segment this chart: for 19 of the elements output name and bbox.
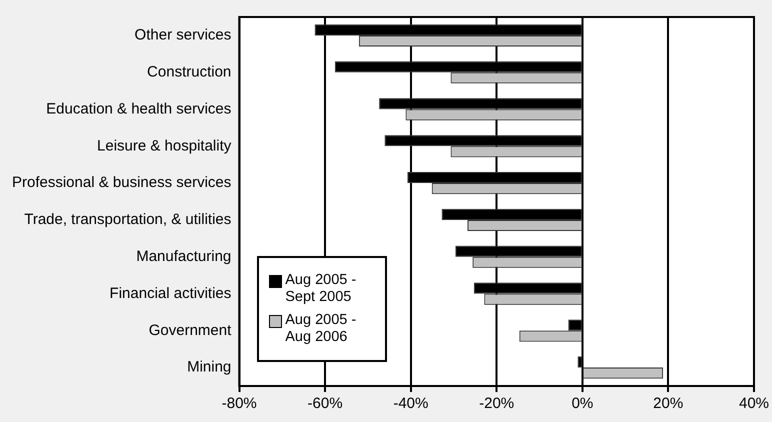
x-tick-label: 40%: [738, 395, 770, 412]
y-tick-label: Leisure & hospitality: [97, 137, 232, 154]
y-tick-label: Construction: [147, 63, 232, 80]
y-tick-label: Trade, transportation, & utilities: [24, 211, 232, 228]
y-tick-label: Mining: [187, 358, 232, 376]
y-tick-label: Other services: [134, 26, 232, 44]
y-tick-label: Government: [148, 322, 232, 339]
x-tick-label: -20%: [479, 395, 514, 412]
legend-label: Aug 2005 - Sept 2005: [285, 272, 358, 306]
y-tick-label: Education & health services: [46, 100, 232, 118]
x-tick-label: -40%: [393, 395, 428, 412]
x-tick-label: -60%: [308, 395, 343, 412]
x-tick-label: 20%: [653, 395, 684, 412]
legend-label: Aug 2005 - Aug 2006: [285, 312, 358, 346]
y-tick-label: Manufacturing: [136, 248, 232, 265]
y-tick-label: Financial activities: [110, 284, 232, 302]
y-tick-label: Professional & business services: [12, 174, 232, 192]
x-tick-label: 0%: [572, 395, 594, 412]
x-tick-label: -80%: [222, 395, 257, 412]
